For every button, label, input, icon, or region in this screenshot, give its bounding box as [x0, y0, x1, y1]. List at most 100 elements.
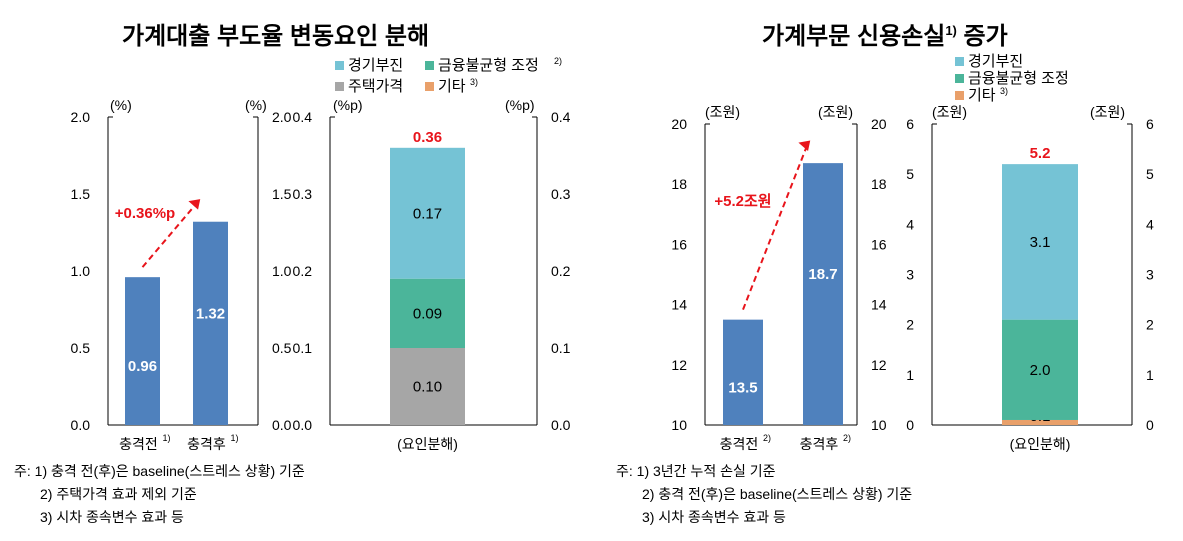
segment-label: 0.10 [413, 379, 442, 396]
x-category-sup: 1) [163, 433, 171, 443]
y-tick-label-left: 0.0 [293, 417, 313, 433]
y-tick-label-right: 0.1 [551, 340, 571, 356]
y-tick-label-left: 0.0 [71, 417, 91, 433]
legend-swatch-orange [425, 82, 434, 91]
total-label: 0.36 [413, 129, 442, 146]
y-tick-label-right: 3 [1146, 267, 1154, 283]
y-tick-label-left: 1.5 [71, 186, 91, 202]
increase-annotation: +0.36%p [115, 205, 175, 222]
y-tick-label-left: 0.5 [71, 340, 91, 356]
left-footnote-3: 3) 시차 종속변수 효과 등 [40, 509, 184, 525]
data-label: 1.32 [196, 305, 225, 322]
legend-sup: 3) [1000, 86, 1008, 96]
y-unit-right: (%) [245, 97, 267, 113]
y-unit-right: (%p) [505, 97, 535, 113]
y-tick-label-right: 16 [871, 236, 887, 252]
right-title-sup: 1) [945, 23, 957, 38]
y-tick-label-left: 14 [671, 297, 687, 313]
right-title: 가계부문 신용손실1) 증가 [762, 16, 1008, 51]
legend-swatch-green [425, 61, 434, 70]
y-tick-label-left: 0.1 [293, 340, 313, 356]
right-footnote-3: 3) 시차 종속변수 효과 등 [642, 509, 786, 525]
y-tick-label-right: 0 [1146, 417, 1154, 433]
legend-sup: 2) [554, 56, 562, 66]
x-category-label: 충격후 [800, 436, 839, 452]
y-tick-label-right: 1 [1146, 367, 1154, 383]
stacked-segment-cyan [1002, 164, 1078, 320]
bar [723, 319, 763, 425]
y-tick-label-right: 20 [871, 116, 887, 132]
y-tick-label-right: 0.0 [272, 417, 292, 433]
stacked-segment-gray [390, 348, 465, 425]
legend-swatch-orange [955, 91, 964, 100]
y-tick-label-left: 5 [906, 166, 914, 182]
y-tick-label-right: 0.4 [551, 109, 571, 125]
right-title-text: 가계부문 신용손실 [762, 23, 946, 50]
x-category-label: 충격전 [720, 436, 759, 452]
y-tick-label-right: 2 [1146, 317, 1154, 333]
stacked-segment-orange [1002, 419, 1078, 425]
legend-label: 기타 [968, 87, 996, 104]
legend-sup: 3) [470, 77, 478, 87]
y-tick-label-right: 0.2 [551, 263, 571, 279]
legend-label: 금융불균형 조정 [968, 70, 1069, 87]
right-footnote-1: 주: 1) 3년간 누적 손실 기준 [616, 463, 776, 479]
right-footnote-2: 2) 충격 전(후)은 baseline(스트레스 상황) 기준 [642, 486, 913, 502]
y-tick-label-left: 2.0 [71, 109, 91, 125]
legend-swatch-green [955, 74, 964, 83]
right-title-tail: 증가 [956, 23, 1008, 50]
segment-label: 3.1 [1030, 234, 1051, 251]
stacked-segment-cyan [390, 147, 465, 279]
stacked-segment-green [1002, 319, 1078, 420]
y-tick-label-right: 10 [871, 417, 887, 433]
y-tick-label-left: 18 [671, 176, 687, 192]
y-unit-left: (조원) [932, 104, 967, 120]
y-tick-label-left: 0.2 [293, 263, 313, 279]
y-tick-label-right: 4 [1146, 216, 1154, 232]
x-category-sup: 2) [843, 433, 851, 443]
stacked-segment-green [390, 278, 465, 348]
y-tick-label-left: 4 [906, 216, 914, 232]
segment-label: 2.0 [1030, 362, 1051, 379]
y-tick-label-right: 6 [1146, 116, 1154, 132]
legend-swatch-gray [335, 82, 344, 91]
y-tick-label-left: 16 [671, 236, 687, 252]
trend-arrow [742, 142, 809, 311]
y-unit-left: (조원) [705, 104, 740, 120]
legend-label: 경기부진 [348, 57, 403, 74]
y-tick-label-left: 1 [906, 367, 914, 383]
y-tick-label-right: 12 [871, 357, 887, 373]
y-tick-label-right: 1.0 [272, 263, 292, 279]
segment-label: 0.17 [413, 205, 442, 222]
x-category-sup: 1) [231, 433, 239, 443]
bar [803, 163, 843, 425]
y-tick-label-right: 5 [1146, 166, 1154, 182]
y-tick-label-right: 0.3 [551, 186, 571, 202]
y-tick-label-left: 0 [906, 417, 914, 433]
y-tick-label-left: 0.3 [293, 186, 313, 202]
y-unit-left: (%) [110, 97, 132, 113]
trend-arrow [141, 201, 199, 268]
data-label: 0.96 [128, 358, 157, 375]
legend-label: 금융불균형 조정 [438, 57, 539, 74]
bar [193, 221, 228, 425]
x-category-label: 충격후 [187, 436, 226, 452]
data-label: 13.5 [728, 379, 757, 396]
y-tick-label-left: 2 [906, 317, 914, 333]
legend-label: 경기부진 [968, 53, 1023, 70]
left-footnote-1: 주: 1) 충격 전(후)은 baseline(스트레스 상황) 기준 [14, 463, 305, 479]
y-tick-label-right: 1.5 [272, 186, 292, 202]
y-tick-label-left: 6 [906, 116, 914, 132]
data-label: 18.7 [808, 266, 837, 283]
y-unit-right: (조원) [1090, 104, 1125, 120]
y-tick-label-left: 20 [671, 116, 687, 132]
arrow-head [798, 140, 811, 152]
x-category-sup: 2) [763, 433, 771, 443]
legend-swatch-cyan [335, 61, 344, 70]
y-tick-label-right: 14 [871, 297, 887, 313]
y-tick-label-right: 0.0 [551, 417, 571, 433]
segment-label: 0.09 [413, 305, 442, 322]
y-tick-label-right: 2.0 [272, 109, 292, 125]
